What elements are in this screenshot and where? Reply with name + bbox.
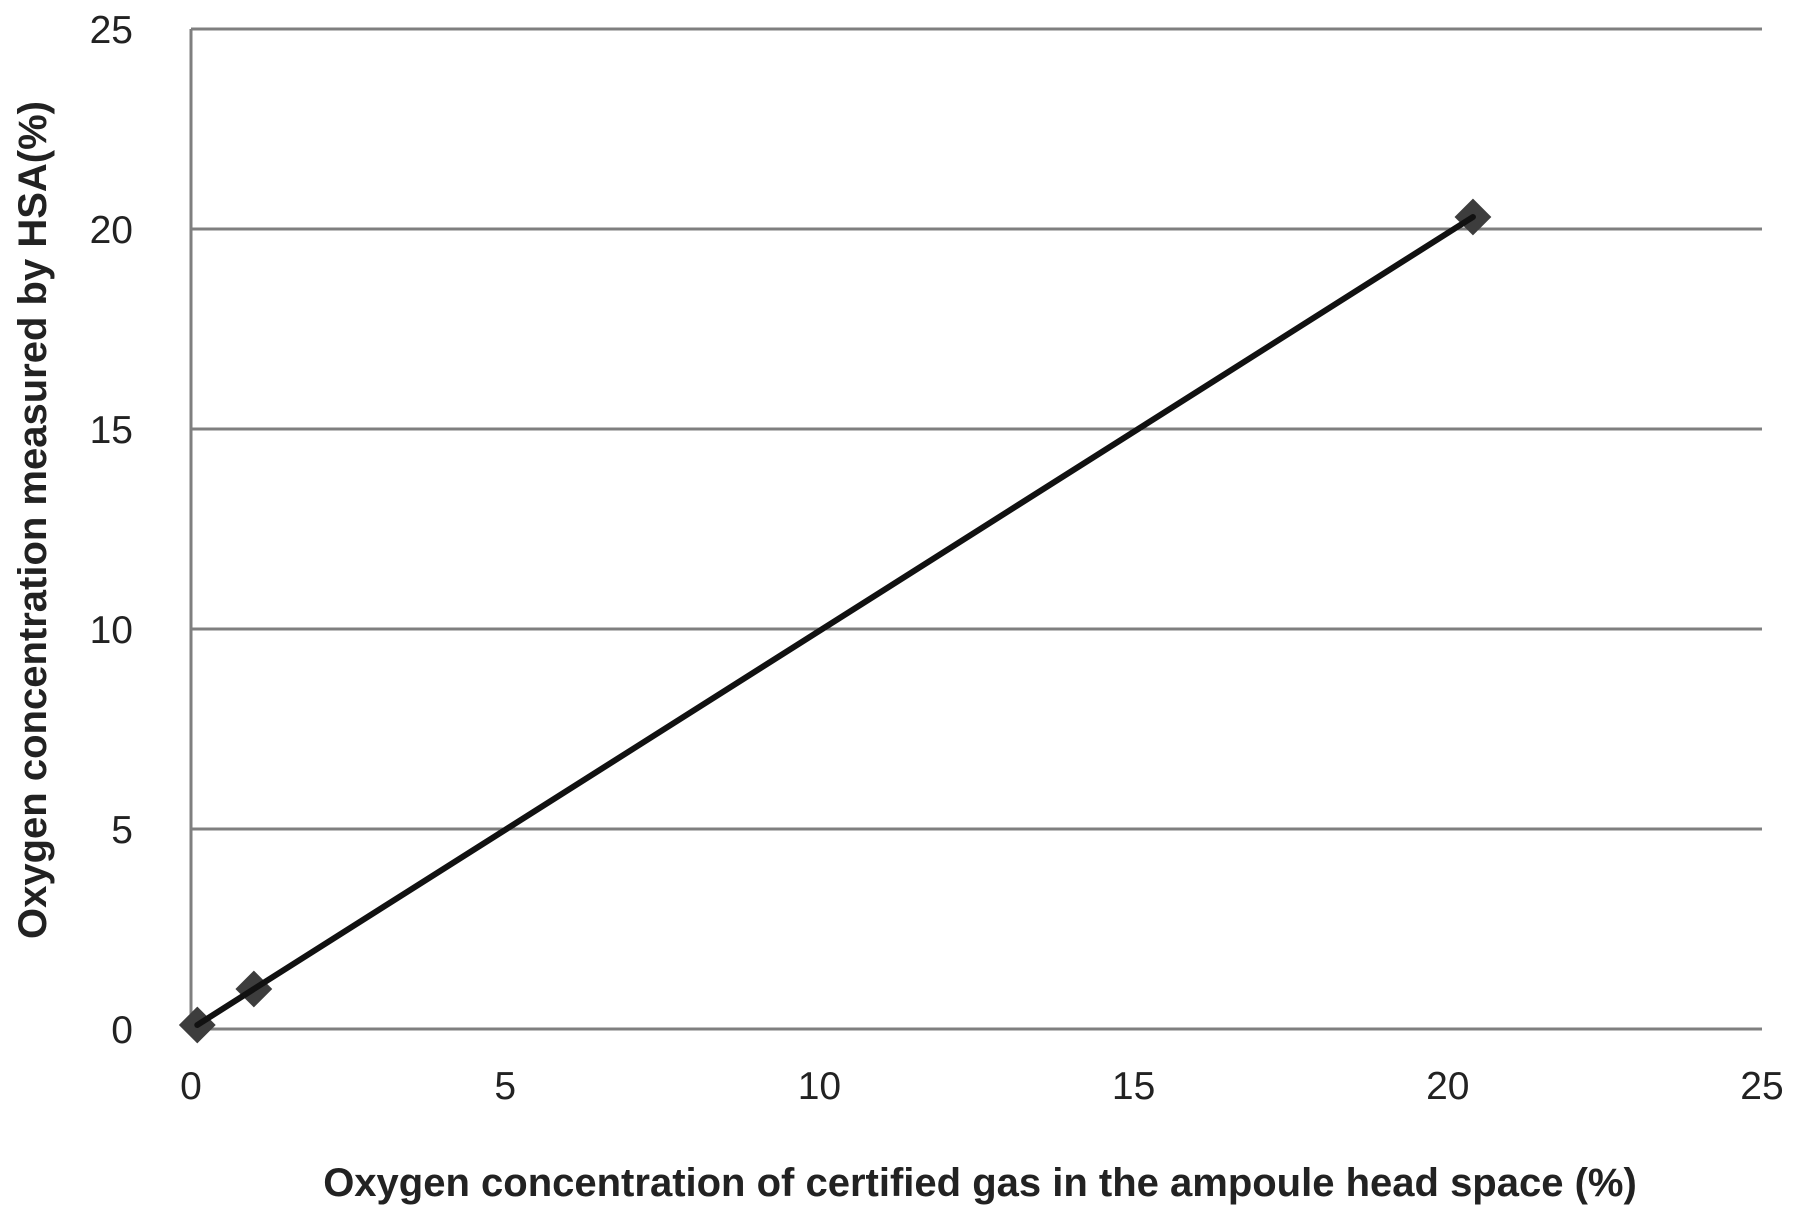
x-axis-title: Oxygen concentration of certified gas in…	[323, 1161, 1637, 1205]
y-tick-label-5: 5	[111, 809, 133, 852]
series-line-0	[194, 214, 1476, 1028]
x-tick-label-10: 10	[798, 1065, 841, 1108]
x-tick-label-5: 5	[494, 1065, 516, 1108]
y-tick-label-0: 0	[111, 1009, 133, 1052]
x-tick-label-20: 20	[1426, 1065, 1469, 1108]
tick-labels: 0 5 10 15 20 25 0 5 10 15 20 25	[90, 9, 1784, 1108]
x-tick-label-25: 25	[1740, 1065, 1783, 1108]
axes	[189, 29, 1762, 1031]
y-tick-label-20: 20	[90, 209, 133, 252]
x-tick-label-0: 0	[180, 1065, 202, 1108]
y-axis-title: Oxygen concentration measured by HSA(%)	[11, 101, 55, 939]
gridlines	[191, 27, 1762, 831]
y-tick-label-10: 10	[90, 609, 133, 652]
y-tick-label-25: 25	[90, 9, 133, 52]
y-tick-label-15: 15	[90, 409, 133, 452]
series	[178, 198, 1492, 1044]
x-tick-label-15: 15	[1112, 1065, 1155, 1108]
